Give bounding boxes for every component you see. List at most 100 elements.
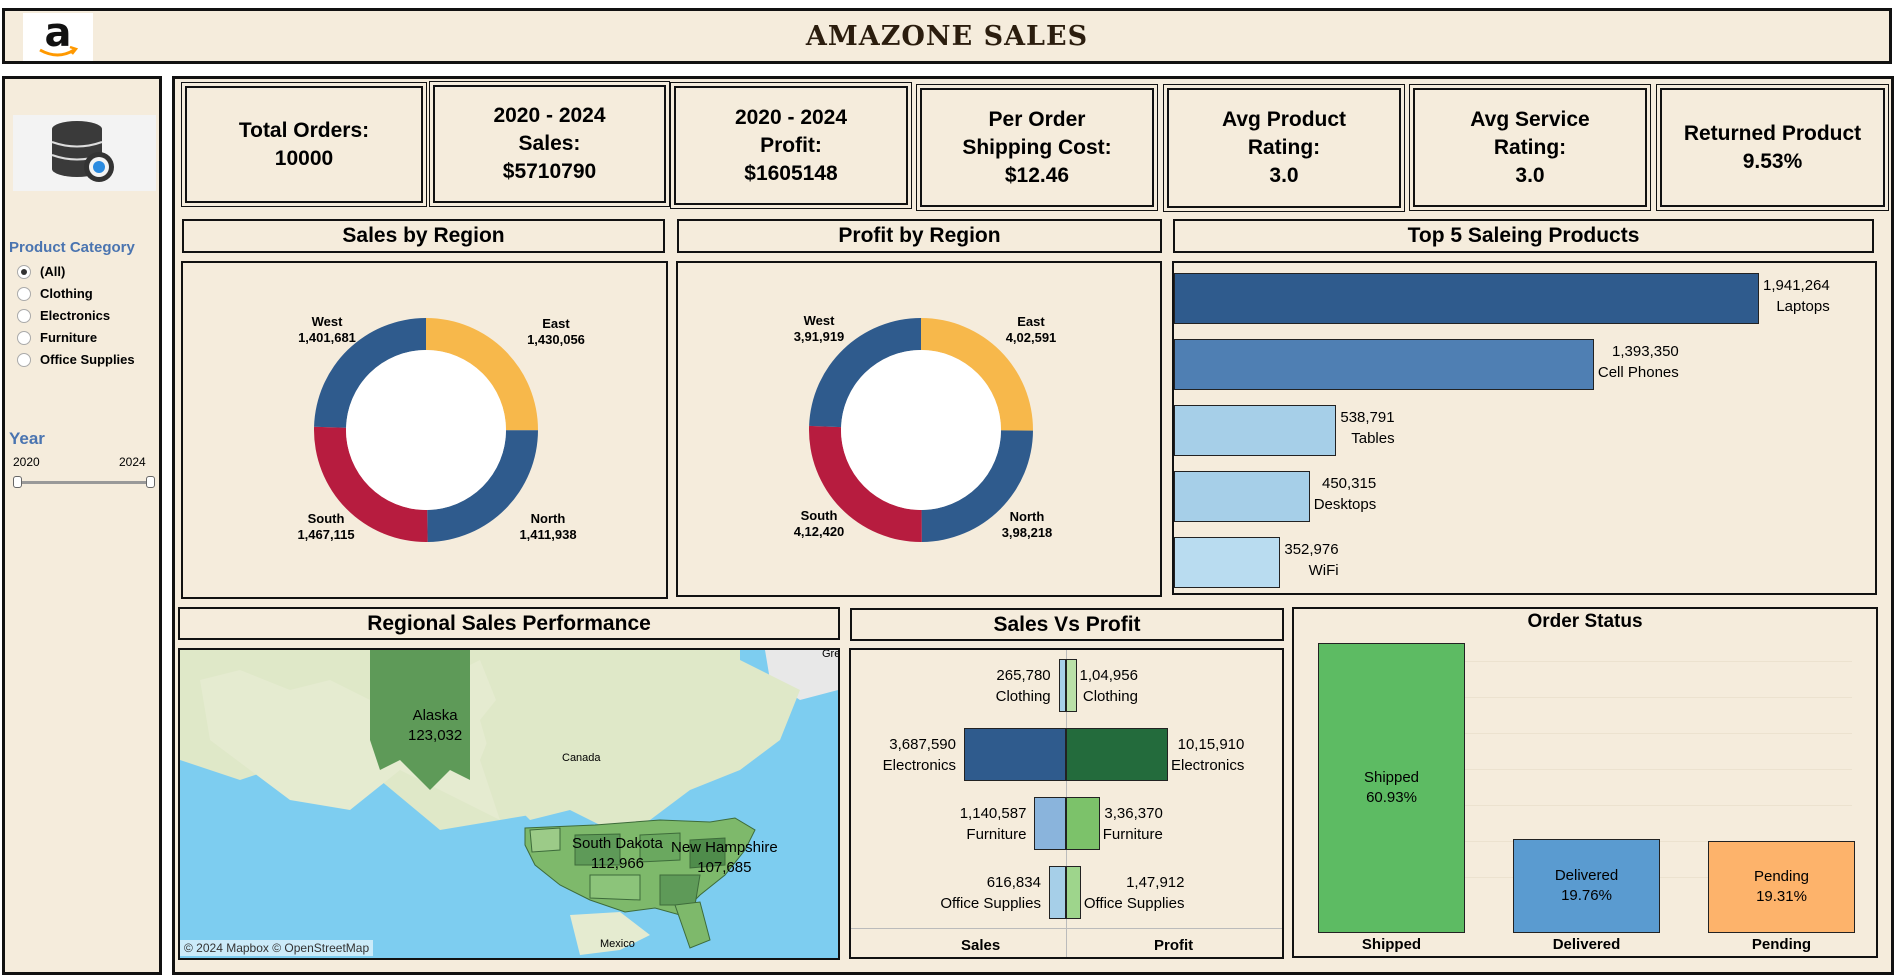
radio-clothing[interactable]: Clothing — [17, 286, 93, 301]
donut-slice-south[interactable] — [809, 425, 922, 542]
year-slider-track[interactable] — [15, 481, 153, 484]
radio-button[interactable] — [17, 352, 31, 367]
status-pct: 60.93% — [1366, 789, 1417, 806]
radio-electronics[interactable]: Electronics — [17, 308, 110, 323]
category-name: Office Supplies — [1083, 895, 1185, 912]
sales-bar[interactable] — [964, 728, 1066, 781]
radio-all[interactable]: (All) — [17, 264, 65, 279]
kpi-line: Avg Service — [1470, 107, 1590, 131]
radio-button[interactable] — [17, 308, 31, 323]
year-slider-min-handle[interactable] — [13, 476, 22, 488]
map-attribution[interactable]: © 2024 Mapbox © OpenStreetMap — [180, 940, 374, 956]
kpi-shipping-cost: Per Order Shipping Cost: $12.46 — [916, 84, 1158, 211]
sales-vs-profit-title: Sales Vs Profit — [850, 608, 1284, 641]
profit-bar[interactable] — [1066, 797, 1100, 850]
product-bar[interactable] — [1174, 471, 1310, 522]
regional-sales-map[interactable]: Alaska 123,032 South Dakota 112,966 New Ha… — [178, 648, 840, 960]
map-label-new-hampshire: New Hampshire 107,685 — [671, 838, 778, 878]
state-value: 112,966 — [590, 855, 644, 872]
product-bar[interactable] — [1174, 405, 1337, 456]
kpi-returned-product: Returned Product 9.53% — [1656, 84, 1889, 211]
gridline — [1318, 661, 1852, 662]
category-name: Furniture — [966, 826, 1027, 843]
product-bar-label: 450,315 Desktops — [1314, 473, 1377, 515]
product-name: Desktops — [1313, 496, 1377, 513]
sales-bar[interactable] — [1048, 866, 1066, 919]
radio-furniture[interactable]: Furniture — [17, 330, 97, 345]
order-status-bar[interactable]: Shipped 60.93% — [1318, 643, 1465, 933]
donut-slice-west[interactable] — [314, 318, 426, 428]
kpi-line: Profit: — [760, 133, 822, 157]
donut-slice-east[interactable] — [921, 318, 1033, 431]
order-status-bar-label: Delivered 19.76% — [1555, 866, 1618, 906]
kpi-line: Avg Product — [1221, 108, 1347, 131]
radio-button[interactable] — [17, 264, 31, 279]
sales-value: 616,834 — [986, 874, 1041, 891]
status-name: Delivered — [1554, 866, 1619, 884]
kpi-line: 2020 - 2024 — [734, 105, 848, 129]
kpi-line: Per Order — [988, 107, 1086, 131]
gridline — [1318, 697, 1852, 698]
product-bar-label: 538,791 Tables — [1340, 407, 1394, 449]
radio-label: Office Supplies — [40, 352, 135, 367]
status-pct: 19.76% — [1561, 886, 1612, 904]
kpi-line: Sales: — [518, 132, 581, 155]
profit-bar[interactable] — [1066, 728, 1168, 781]
sales-vs-profit-panel: 265,780 Clothing 1,04,956 Clothing 3,687,590… — [849, 648, 1284, 959]
product-value: 1,941,264 — [1763, 277, 1830, 294]
product-value: 352,976 — [1284, 541, 1339, 558]
region-name: East — [1017, 314, 1045, 329]
sales-value: 265,780 — [996, 667, 1051, 684]
amazon-logo-icon: a — [23, 13, 93, 61]
region-value: 1,467,115 — [297, 527, 355, 542]
map-label-south-dakota: South Dakota 112,966 — [572, 834, 663, 874]
donut-hole — [346, 350, 506, 510]
kpi-line: 9.53% — [1742, 149, 1803, 173]
donut-slice-north[interactable] — [427, 430, 538, 542]
database-gear-icon — [13, 115, 156, 191]
product-bar-label: 1,393,350 Cell Phones — [1598, 341, 1679, 383]
year-min-label: 2020 — [13, 455, 40, 469]
kpi-line: 3.0 — [1269, 164, 1299, 187]
filter-sidebar: Product Category (All) Clothing Electron… — [2, 76, 162, 975]
profit-bar[interactable] — [1066, 866, 1081, 919]
region-value: 4,02,591 — [1005, 330, 1057, 345]
donut-hole — [841, 350, 1001, 510]
radio-label: (All) — [40, 264, 66, 279]
kpi-sales: 2020 - 2024 Sales: $5710790 — [429, 81, 670, 207]
region-name: North — [530, 511, 566, 526]
category-name: Furniture — [1102, 826, 1163, 843]
profit-bar-label: 3,36,370 Furniture — [1103, 803, 1163, 845]
donut-slice-west[interactable] — [809, 318, 921, 428]
product-bar[interactable] — [1174, 537, 1281, 588]
sales-bar[interactable] — [1058, 659, 1066, 712]
radio-office-supplies[interactable]: Office Supplies — [17, 352, 135, 367]
kpi-line: $1605148 — [744, 161, 838, 185]
order-status-bar[interactable]: Delivered 19.76% — [1513, 838, 1660, 933]
gridline — [1318, 733, 1852, 734]
radio-button[interactable] — [17, 330, 31, 345]
donut-slice-north[interactable] — [921, 430, 1033, 542]
region-value: 1,411,938 — [519, 527, 577, 542]
product-value: 450,315 — [1321, 475, 1377, 492]
donut-slice-south[interactable] — [314, 426, 428, 542]
profit-bar[interactable] — [1066, 659, 1077, 712]
year-max-label: 2024 — [119, 455, 146, 469]
region-value: 4,12,420 — [793, 524, 845, 539]
sales-west-label: West 1,401,681 — [287, 314, 367, 346]
donut-slice-east[interactable] — [426, 318, 538, 431]
top-products-title: Top 5 Saleing Products — [1173, 219, 1874, 253]
profit-east-label: East 4,02,591 — [996, 314, 1066, 346]
profit-south-label: South 4,12,420 — [784, 508, 854, 540]
profit-west-label: West 3,91,919 — [784, 313, 854, 345]
profit-by-region-title: Profit by Region — [677, 219, 1162, 253]
sales-bar[interactable] — [1034, 797, 1066, 850]
radio-button[interactable] — [17, 286, 31, 301]
region-name: South — [800, 508, 838, 523]
profit-axis-label: Profit — [1154, 937, 1194, 954]
year-slider-max-handle[interactable] — [146, 476, 155, 488]
product-bar[interactable] — [1174, 273, 1759, 324]
product-bar[interactable] — [1174, 339, 1594, 390]
map-place-canada: Canada — [562, 752, 601, 764]
order-status-bar[interactable]: Pending 19.31% — [1708, 841, 1855, 933]
